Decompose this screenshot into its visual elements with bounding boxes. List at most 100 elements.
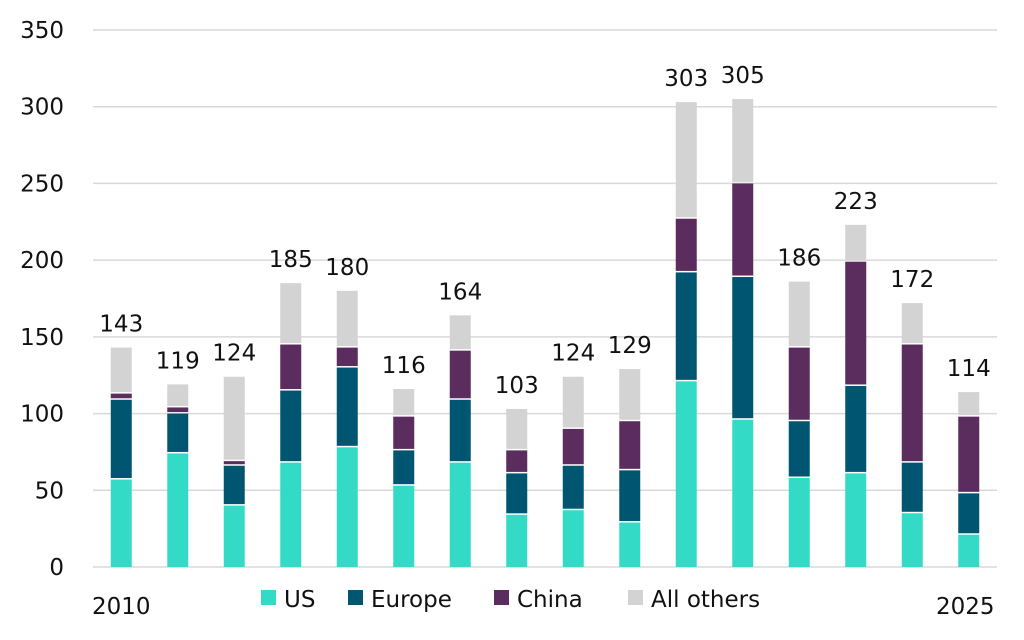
legend-item-all-others: All others	[628, 587, 760, 613]
bar-segment-china	[619, 421, 641, 469]
bar-segment-us	[788, 478, 810, 567]
bar-segment-china	[732, 183, 754, 276]
bar-segment-china	[675, 218, 697, 271]
bar-segment-us	[901, 513, 923, 567]
y-tick-label: 250	[20, 171, 64, 197]
legend-label: US	[284, 587, 315, 613]
total-label: 114	[947, 356, 991, 382]
bar-segment-all-others	[901, 303, 923, 344]
bar-segment-all-others	[788, 281, 810, 347]
bar-segment-all-others	[449, 315, 471, 350]
total-label: 116	[382, 353, 426, 379]
bar-segment-china	[506, 450, 528, 472]
bar-segment-china	[958, 416, 980, 492]
x-tick-first: 2010	[92, 594, 151, 620]
bar-segment-all-others	[223, 376, 245, 460]
bars	[110, 99, 980, 567]
legend-label: China	[517, 587, 583, 613]
y-tick-label: 0	[49, 555, 64, 581]
legend-item-europe: Europe	[348, 587, 452, 613]
bar-segment-europe	[675, 272, 697, 380]
bar-segment-all-others	[167, 384, 189, 406]
bar-segment-china	[280, 344, 302, 390]
bar-segment-us	[336, 447, 358, 567]
bar-segment-china	[562, 428, 584, 465]
bar-segment-europe	[167, 413, 189, 452]
total-label: 303	[664, 66, 708, 92]
legend-label: All others	[651, 587, 760, 613]
bar-segment-china	[167, 407, 189, 413]
bar-segment-europe	[223, 465, 245, 505]
bar-segment-europe	[732, 277, 754, 419]
bar-segment-europe	[110, 399, 132, 479]
total-labels: 143 119 124 185 180 116 164 103 124 129 303 305 186 2…	[99, 63, 990, 399]
bar-segment-europe	[336, 367, 358, 446]
bar-segment-all-others	[958, 392, 980, 416]
legend: US Europe China All others	[261, 587, 760, 613]
bar-segment-all-others	[280, 283, 302, 344]
total-label: 180	[325, 255, 369, 281]
bar-segment-us	[280, 462, 302, 567]
legend-item-china: China	[494, 587, 583, 613]
bar-segment-europe	[619, 470, 641, 522]
bar-segment-china	[223, 461, 245, 465]
x-tick-last: 2025	[936, 594, 995, 620]
total-label: 186	[777, 246, 821, 272]
legend-swatch	[348, 590, 363, 605]
bar-segment-all-others	[675, 102, 697, 218]
total-label: 124	[212, 341, 256, 367]
bar-segment-us	[506, 514, 528, 567]
y-tick-label: 200	[20, 248, 64, 274]
y-tick-label: 350	[20, 18, 64, 44]
legend-item-us: US	[261, 587, 315, 613]
total-label: 143	[99, 312, 143, 338]
bar-segment-us	[675, 381, 697, 567]
total-label: 129	[608, 333, 652, 359]
bar-segment-us	[167, 453, 189, 567]
legend-swatch	[628, 590, 643, 605]
bar-segment-us	[958, 534, 980, 567]
total-label: 172	[890, 267, 934, 293]
bar-segment-europe	[845, 385, 867, 472]
bar-segment-europe	[958, 493, 980, 534]
y-tick-label: 150	[20, 325, 64, 351]
y-axis-ticks: 0 50 100 150 200 250 300 350	[20, 18, 64, 581]
y-tick-label: 50	[35, 478, 64, 504]
bar-segment-all-others	[506, 408, 528, 449]
legend-label: Europe	[371, 587, 452, 613]
bar-segment-china	[336, 347, 358, 367]
bar-segment-europe	[506, 473, 528, 514]
total-label: 223	[834, 189, 878, 215]
bar-segment-us	[732, 419, 754, 567]
total-label: 185	[269, 247, 313, 273]
bar-segment-china	[393, 416, 415, 449]
bar-segment-europe	[901, 462, 923, 512]
total-label: 164	[438, 279, 482, 305]
bar-segment-china	[901, 344, 923, 462]
bar-segment-china	[845, 261, 867, 385]
bar-segment-europe	[280, 390, 302, 462]
bar-segment-china	[788, 347, 810, 420]
total-label: 305	[721, 63, 765, 89]
bar-segment-all-others	[619, 369, 641, 420]
bar-segment-us	[393, 485, 415, 567]
legend-swatch	[494, 590, 509, 605]
bar-segment-china	[110, 393, 132, 399]
total-label: 103	[495, 373, 539, 399]
bar-segment-all-others	[845, 224, 867, 261]
bar-segment-us	[562, 510, 584, 567]
bar-segment-us	[223, 505, 245, 567]
bar-segment-europe	[393, 450, 415, 485]
bar-segment-all-others	[732, 99, 754, 182]
bar-segment-us	[619, 522, 641, 567]
bar-segment-us	[449, 462, 471, 567]
bar-segment-europe	[562, 465, 584, 509]
bar-segment-us	[110, 479, 132, 567]
bar-segment-all-others	[562, 376, 584, 428]
bar-segment-all-others	[110, 347, 132, 393]
x-axis-ticks: 2010 2025	[92, 594, 995, 620]
bar-segment-all-others	[393, 389, 415, 416]
bar-segment-europe	[788, 421, 810, 477]
bar-segment-all-others	[336, 290, 358, 347]
